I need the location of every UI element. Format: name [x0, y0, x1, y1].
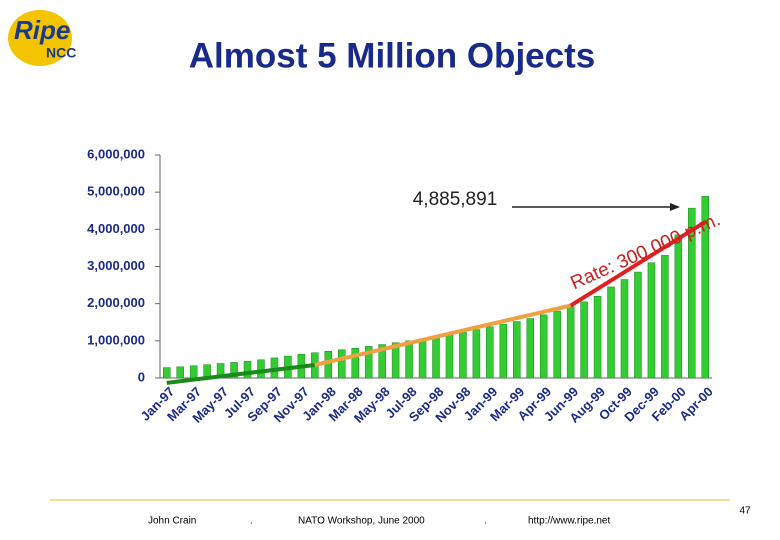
bar	[674, 234, 683, 379]
y-tick-label: 5,000,000	[87, 184, 145, 199]
bar	[688, 207, 696, 379]
bar	[701, 196, 710, 379]
bar	[230, 362, 238, 379]
logo-circle	[8, 10, 72, 66]
bar	[647, 262, 656, 379]
bar	[338, 349, 346, 379]
footer-author: John Crain	[148, 516, 196, 527]
bar	[432, 336, 440, 379]
page-number: 47	[739, 506, 751, 517]
bar	[499, 323, 508, 379]
bar	[539, 314, 548, 379]
logo-sub: NCC	[46, 45, 76, 61]
bar	[189, 365, 198, 379]
value-annotation: 4,885,891	[413, 189, 498, 210]
bar	[243, 361, 252, 379]
footer-sep: .	[484, 516, 487, 527]
rate-annotation: Rate: 300,000 p.m.	[568, 209, 724, 294]
bar	[593, 295, 602, 379]
bar	[472, 329, 481, 379]
bar	[378, 344, 386, 379]
y-tick-label: 1,000,000	[87, 332, 145, 347]
trend-line	[166, 363, 316, 385]
bar	[405, 340, 413, 379]
chart-title: Almost 5 Million Objects	[189, 36, 595, 75]
bar	[257, 359, 265, 379]
bar	[661, 255, 669, 379]
bar	[620, 279, 629, 379]
bar	[445, 334, 454, 379]
bar	[486, 326, 494, 379]
arrow-head	[670, 203, 680, 211]
y-tick-label: 3,000,000	[87, 258, 145, 273]
footer-url: http://www.ripe.net	[528, 516, 610, 527]
bar	[364, 346, 373, 379]
bar	[176, 366, 184, 379]
trend-line	[314, 303, 572, 367]
bar	[580, 301, 588, 379]
y-tick-label: 0	[138, 369, 145, 384]
logo-main: Ripe	[14, 15, 70, 45]
y-tick-label: 4,000,000	[87, 221, 145, 236]
trend-line	[569, 220, 707, 308]
bar	[634, 271, 642, 379]
y-tick-label: 2,000,000	[87, 295, 145, 310]
y-tick-label: 6,000,000	[87, 146, 145, 161]
bar	[526, 318, 534, 379]
footer-event: NATO Workshop, June 2000	[298, 516, 425, 527]
bar	[607, 286, 615, 379]
bar	[566, 306, 575, 379]
bar	[162, 367, 171, 379]
bar	[324, 350, 333, 379]
bar	[351, 348, 359, 379]
footer-sep: .	[250, 516, 253, 527]
bar	[513, 321, 521, 379]
bar	[418, 338, 427, 379]
bar	[459, 332, 467, 379]
bar	[553, 310, 561, 379]
bar	[391, 342, 400, 379]
